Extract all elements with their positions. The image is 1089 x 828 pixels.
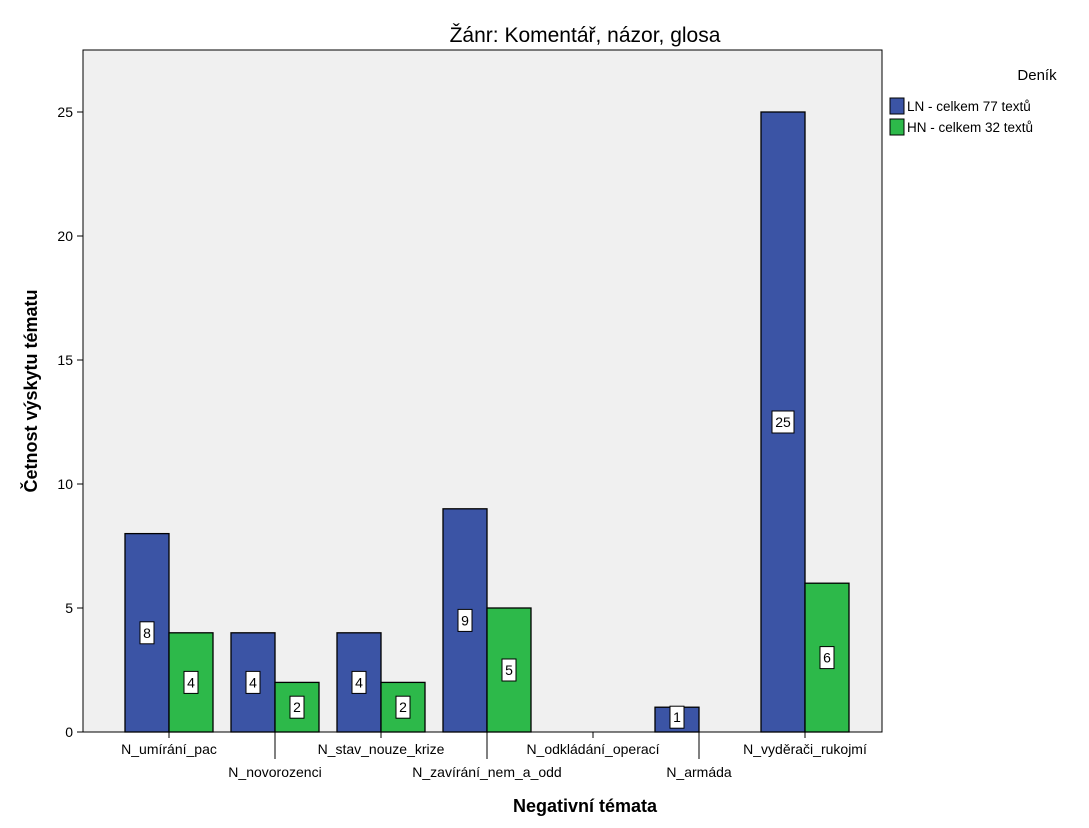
x-tick-label: N_armáda — [666, 764, 732, 780]
x-tick-label: N_odkládání_operací — [526, 741, 659, 757]
bar — [380, 681, 426, 733]
data-label: 25 — [775, 414, 791, 430]
x-tick-label: N_vyděrači_rukojmí — [743, 741, 867, 757]
chart-title: Žánr: Komentář, názor, glosa — [450, 24, 721, 47]
data-label: 6 — [823, 650, 831, 666]
data-label-box — [771, 410, 795, 434]
x-axis: N_umírání_pac N_novorozenci N_stav_nouze_k… — [121, 732, 867, 780]
x-axis-title: Negativní témata — [513, 796, 658, 816]
legend: Deník LN - celkem 77 textů HN - celkem 32… — [889, 67, 1057, 136]
legend-swatch — [889, 118, 905, 136]
bars-layer: 8 4 4 2 4 2 9 5 1 25 6 — [124, 111, 850, 733]
y-tick-label: 25 — [57, 104, 73, 120]
legend-label: LN - celkem 77 textů — [907, 99, 1031, 114]
data-label: 4 — [249, 674, 257, 690]
data-label: 9 — [461, 612, 469, 628]
data-label-box — [245, 670, 261, 694]
data-label-box — [819, 646, 835, 670]
data-label-box — [139, 621, 155, 645]
data-label: 4 — [187, 674, 195, 690]
y-axis-title: Četnost výskytu tématu — [20, 289, 41, 492]
legend-title: Deník — [1017, 67, 1057, 84]
x-tick-label: N_zavírání_nem_a_odd — [412, 764, 561, 780]
data-label-box — [395, 695, 411, 719]
data-label-box — [351, 670, 367, 694]
x-tick-label: N_umírání_pac — [121, 741, 217, 757]
data-label: 4 — [355, 674, 363, 690]
legend-swatch — [889, 97, 905, 115]
data-label: 8 — [143, 625, 151, 641]
data-label-box — [457, 608, 473, 632]
y-tick-label: 20 — [57, 228, 73, 244]
y-tick-label: 5 — [65, 600, 73, 616]
data-label-box — [183, 670, 199, 694]
x-tick-label: N_novorozenci — [228, 764, 321, 780]
y-tick-label: 15 — [57, 352, 73, 368]
data-label: 2 — [293, 699, 301, 715]
y-tick-label: 10 — [57, 476, 73, 492]
data-label: 1 — [673, 709, 681, 725]
data-label-box — [289, 695, 305, 719]
data-label: 2 — [399, 699, 407, 715]
data-label: 5 — [505, 662, 513, 678]
y-axis: 0 5 10 15 20 25 — [57, 104, 83, 740]
x-tick-label: N_stav_nouze_krize — [318, 741, 445, 757]
legend-label: HN - celkem 32 textů — [907, 120, 1033, 135]
data-label-box — [501, 658, 517, 682]
data-label-box — [669, 705, 685, 729]
y-tick-label: 0 — [65, 724, 73, 740]
